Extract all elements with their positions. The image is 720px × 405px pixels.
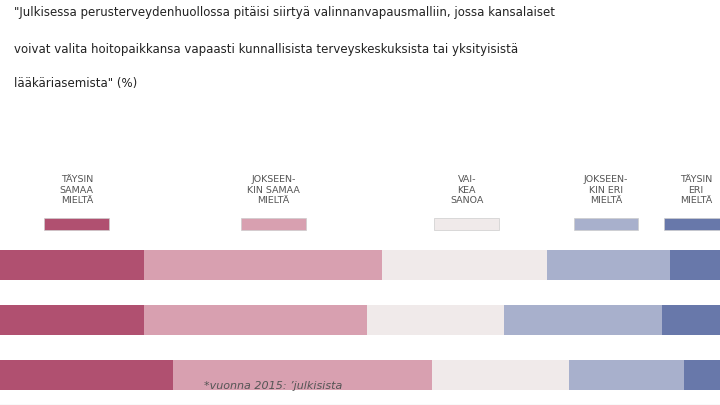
Bar	[0, 250, 144, 280]
Text: TÄYSIN
SAMAA
MIELTÄ: TÄYSIN SAMAA MIELTÄ	[60, 175, 94, 205]
Bar	[144, 250, 382, 280]
Text: JOKSEEN-
KIN ERI
MIELTÄ: JOKSEEN- KIN ERI MIELTÄ	[584, 175, 628, 205]
Bar	[662, 305, 720, 335]
Bar	[432, 360, 569, 390]
Bar	[241, 218, 306, 230]
Bar	[569, 360, 684, 390]
Bar	[382, 250, 547, 280]
Text: lääkäriasemista" (%): lääkäriasemista" (%)	[14, 77, 138, 90]
Text: "Julkisessa perusterveydenhuollossa pitäisi siirtyä valinnanvapausmalliin, jossa: "Julkisessa perusterveydenhuollossa pitä…	[14, 6, 555, 19]
Bar	[684, 360, 720, 390]
Bar	[0, 305, 144, 335]
Bar	[0, 360, 173, 390]
Bar	[45, 218, 109, 230]
Text: TÄYSIN
ERI
MIELTÄ: TÄYSIN ERI MIELTÄ	[680, 175, 712, 205]
Bar	[664, 218, 720, 230]
Bar	[574, 218, 639, 230]
Bar	[547, 250, 670, 280]
Bar	[173, 360, 432, 390]
Bar	[504, 305, 662, 335]
Text: *vuonna 2015: ’julkisista: *vuonna 2015: ’julkisista	[204, 381, 343, 391]
Bar	[670, 250, 720, 280]
Text: voivat valita hoitopaikkansa vapaasti kunnallisista terveyskeskuksista tai yksit: voivat valita hoitopaikkansa vapaasti ku…	[14, 43, 518, 55]
Bar	[367, 305, 504, 335]
Bar	[144, 305, 367, 335]
Text: VAI-
KEA
SANOA: VAI- KEA SANOA	[450, 175, 484, 205]
Text: JOKSEEN-
KIN SAMAA
MIELTÄ: JOKSEEN- KIN SAMAA MIELTÄ	[247, 175, 300, 205]
Bar	[434, 218, 499, 230]
